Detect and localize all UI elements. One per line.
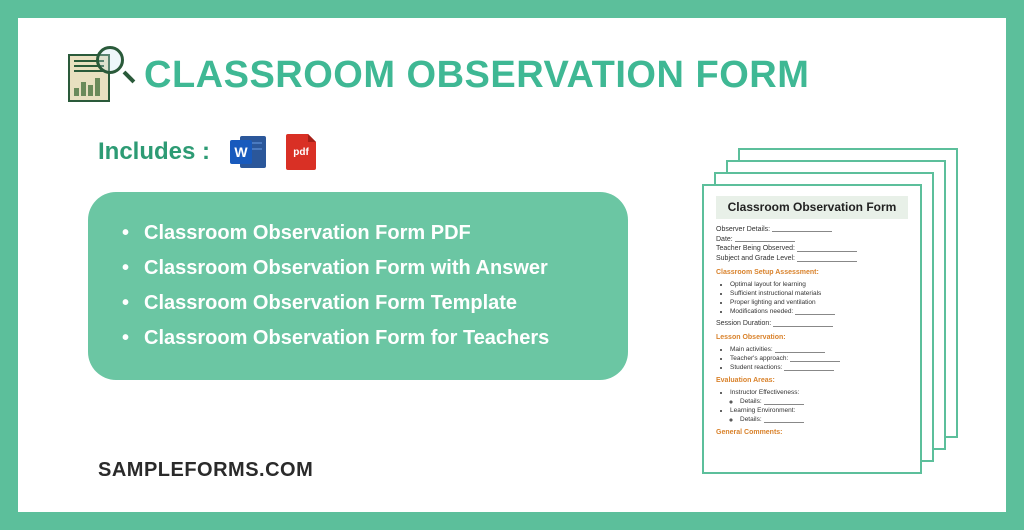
features-box: Classroom Observation Form PDF Classroom… (88, 192, 628, 380)
page-title: CLASSROOM OBSERVATION FORM (144, 54, 809, 97)
preview-field: Teacher Being Observed: (716, 244, 908, 254)
preview-section: General Comments: (716, 428, 908, 438)
preview-item: Modifications needed: (730, 307, 908, 316)
preview-section: Evaluation Areas: (716, 376, 908, 386)
preview-item: Optimal layout for learning (730, 280, 908, 289)
preview-item: Sufficient instructional materials (730, 289, 908, 298)
footer-brand: SAMPLEFORMS.COM (98, 459, 313, 482)
preview-item: Instructor Effectiveness: Details: (730, 388, 908, 406)
preview-section: Classroom Setup Assessment: (716, 268, 908, 278)
preview-subitem: Details: (740, 397, 908, 406)
word-icon: W (230, 134, 266, 170)
stack-page-front: Classroom Observation Form Observer Deta… (702, 184, 922, 474)
preview-field: Observer Details: (716, 225, 908, 235)
preview-item: Learning Environment: Details: (730, 406, 908, 424)
list-item: Classroom Observation Form with Answer (122, 251, 594, 286)
preview-section: Lesson Observation: (716, 333, 908, 343)
features-list: Classroom Observation Form PDF Classroom… (122, 216, 594, 356)
preview-field: Session Duration: (716, 319, 908, 329)
preview-field: Date: (716, 235, 908, 245)
preview-item: Proper lighting and ventilation (730, 298, 908, 307)
preview-item: Teacher's approach: (730, 354, 908, 363)
preview-item: Student reactions: (730, 363, 908, 372)
form-magnifier-icon (68, 46, 126, 104)
includes-label: Includes : (98, 138, 210, 166)
list-item: Classroom Observation Form Template (122, 286, 594, 321)
list-item: Classroom Observation Form PDF (122, 216, 594, 251)
preview-item: Main activities: (730, 345, 908, 354)
list-item: Classroom Observation Form for Teachers (122, 321, 594, 356)
pdf-icon: pdf (286, 134, 316, 170)
preview-field: Subject and Grade Level: (716, 254, 908, 264)
preview-title: Classroom Observation Form (716, 196, 908, 219)
header-row: CLASSROOM OBSERVATION FORM (68, 46, 956, 104)
preview-subitem: Details: (740, 415, 908, 424)
card-container: CLASSROOM OBSERVATION FORM Includes : W … (18, 18, 1006, 512)
document-preview-stack: Classroom Observation Form Observer Deta… (698, 148, 958, 478)
